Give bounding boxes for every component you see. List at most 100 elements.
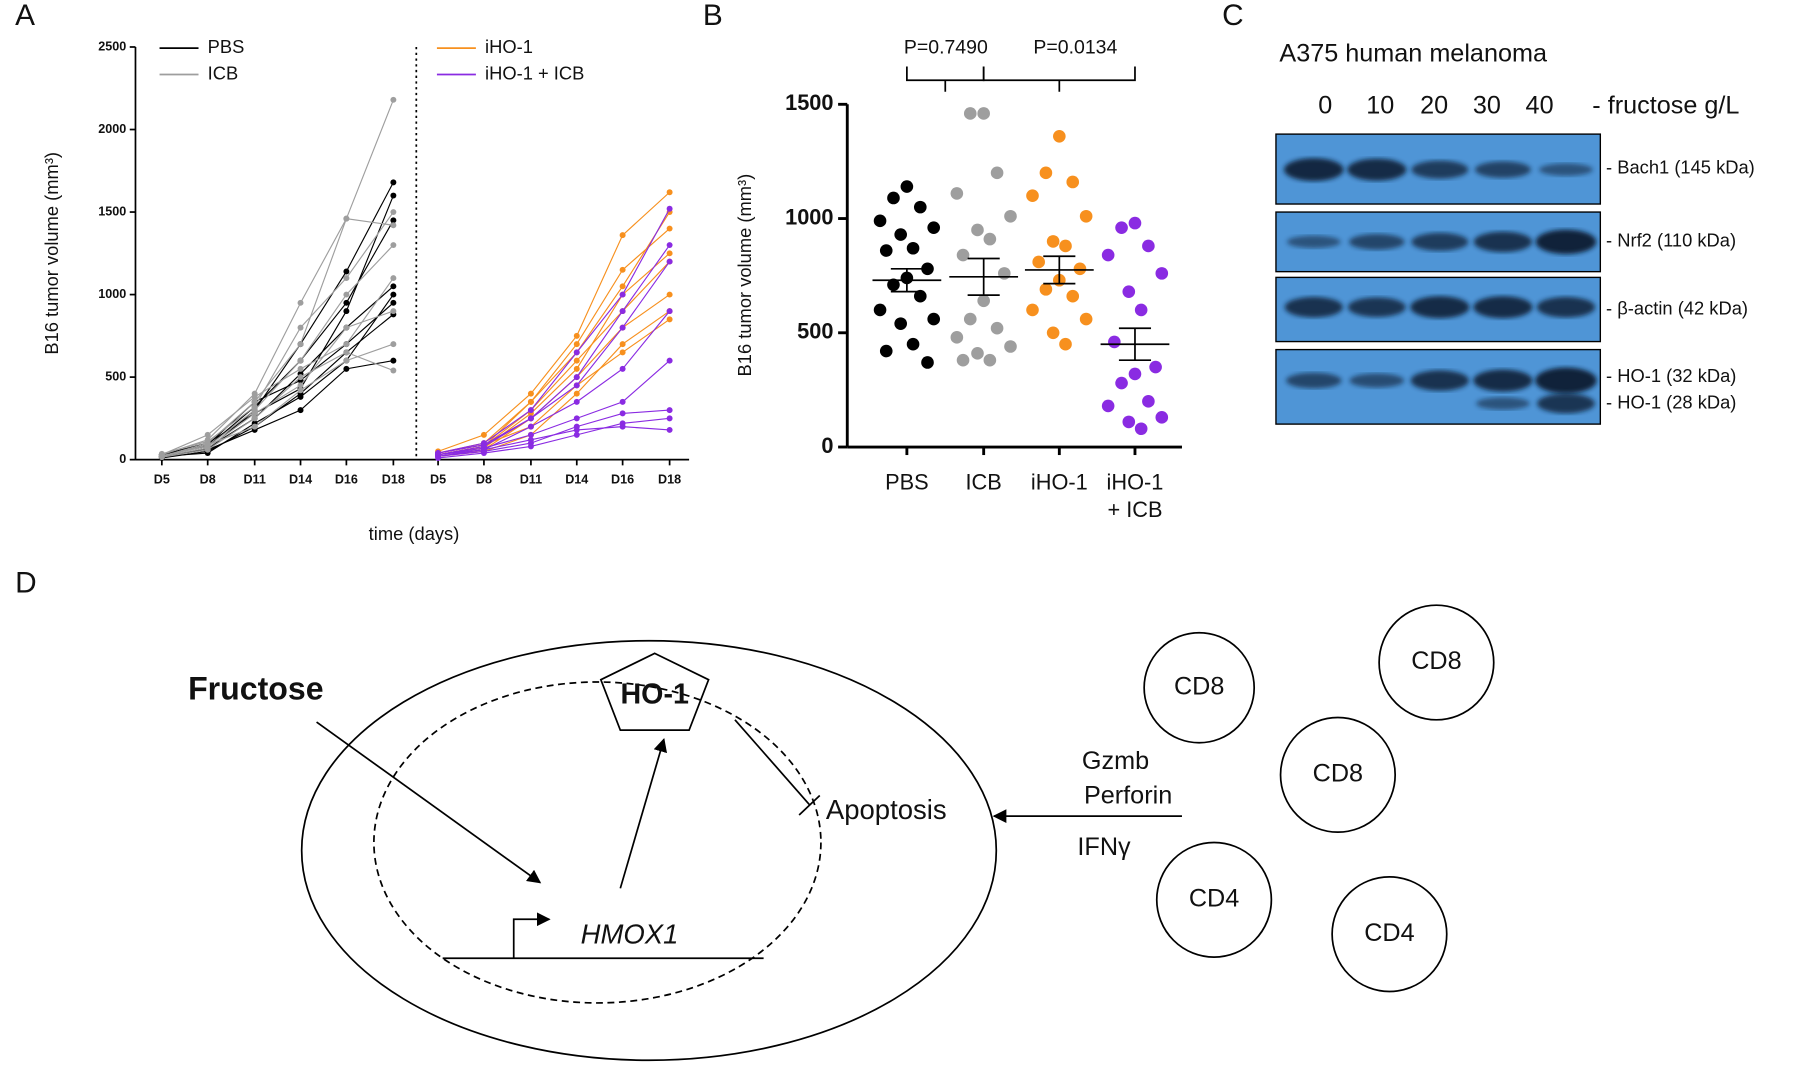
growth-point [390,299,397,306]
growth-point [666,357,673,364]
growth-point [666,189,673,196]
growth-point [435,450,442,457]
y-tick-label: 1500 [98,204,126,218]
growth-point [573,349,580,356]
dot [977,107,990,120]
growth-point [390,308,397,315]
dot [900,180,914,193]
lane-label: 10 [1366,91,1394,119]
dot [1004,340,1017,353]
growth-point [251,410,258,417]
y-tick-label: 0 [119,452,126,466]
blot-band [1410,370,1469,391]
growth-point [619,308,626,315]
growth-line [161,244,394,457]
dot [906,241,920,255]
growth-point [573,426,580,433]
growth-line [437,208,671,454]
dot [1128,216,1142,230]
growth-point [297,387,304,394]
dot [879,344,893,358]
dot [1108,335,1121,349]
x-tick-label: D18 [382,473,405,487]
growth-point [297,374,304,381]
growth-point [158,453,165,460]
blot-band [1410,296,1470,319]
cell-label: CD8 [1174,672,1224,700]
growth-point [573,374,580,381]
immune-cell [1155,841,1273,958]
dot [1101,248,1115,262]
growth-point [297,382,304,389]
y-tick-label: 1000 [98,287,126,301]
dot [894,317,907,330]
dot [921,356,934,369]
effector-label: Perforin [1084,781,1172,809]
growth-point [619,365,626,372]
growth-point [573,341,580,348]
growth-point [619,291,626,298]
panel-label: D [15,566,37,599]
bracket [906,66,985,92]
y-tick-label: 1500 [785,90,833,115]
growth-line [161,302,394,457]
growth-point [527,390,534,397]
growth-point [343,299,350,306]
growth-point [390,192,397,199]
immune-cell [1143,631,1256,744]
dot [1134,303,1148,317]
growth-point [390,179,397,186]
blot-band [1473,296,1533,319]
dot [971,223,984,237]
dot [1059,337,1072,351]
dot [971,347,984,360]
growth-line [161,195,394,456]
dot [1066,175,1080,189]
immune-cell [1279,716,1397,834]
growth-point [390,291,397,298]
dot [1046,326,1060,340]
effector-label: Gzmb [1082,747,1149,775]
blot-band [1286,372,1342,389]
dot [1059,239,1072,253]
growth-point [204,438,211,445]
growth-point [297,407,304,414]
x-tick-label: D11 [243,473,265,487]
blot-band [1535,229,1597,255]
dot [873,303,887,317]
dot [1155,267,1169,280]
growth-line [161,294,394,457]
dot [1101,399,1115,413]
dot [983,353,997,367]
x-tick-label: D8 [476,473,492,487]
growth-point [251,403,258,410]
band-label: - HO-1 (28 kDa) [1606,391,1736,412]
legend-label: iHO-1 + ICB [485,62,584,83]
p-value: P=0.7490 [904,36,988,58]
x-tick-label: ICB [966,469,1002,494]
outcome-label: Apoptosis [826,794,947,825]
panel-label: B [703,0,723,32]
immune-cell [1331,875,1448,993]
blot-band [1476,397,1530,410]
blot-band [1411,232,1469,251]
growth-point [390,283,397,290]
growth-point [666,205,673,212]
blot-band [1347,158,1407,181]
growth-point [527,431,534,438]
growth-point [619,266,626,273]
p-value: P=0.0134 [1033,36,1117,58]
y-tick-label: 2500 [98,39,126,53]
x-tick-label: D16 [611,473,634,487]
dot [1032,255,1045,269]
blot-band [1349,373,1405,388]
dot [906,337,920,351]
growth-point [480,446,487,453]
dot [950,187,964,200]
growth-point [619,341,626,348]
growth-line [161,218,394,457]
growth-point [619,398,626,405]
growth-point [390,367,397,374]
growth-point [343,349,350,356]
